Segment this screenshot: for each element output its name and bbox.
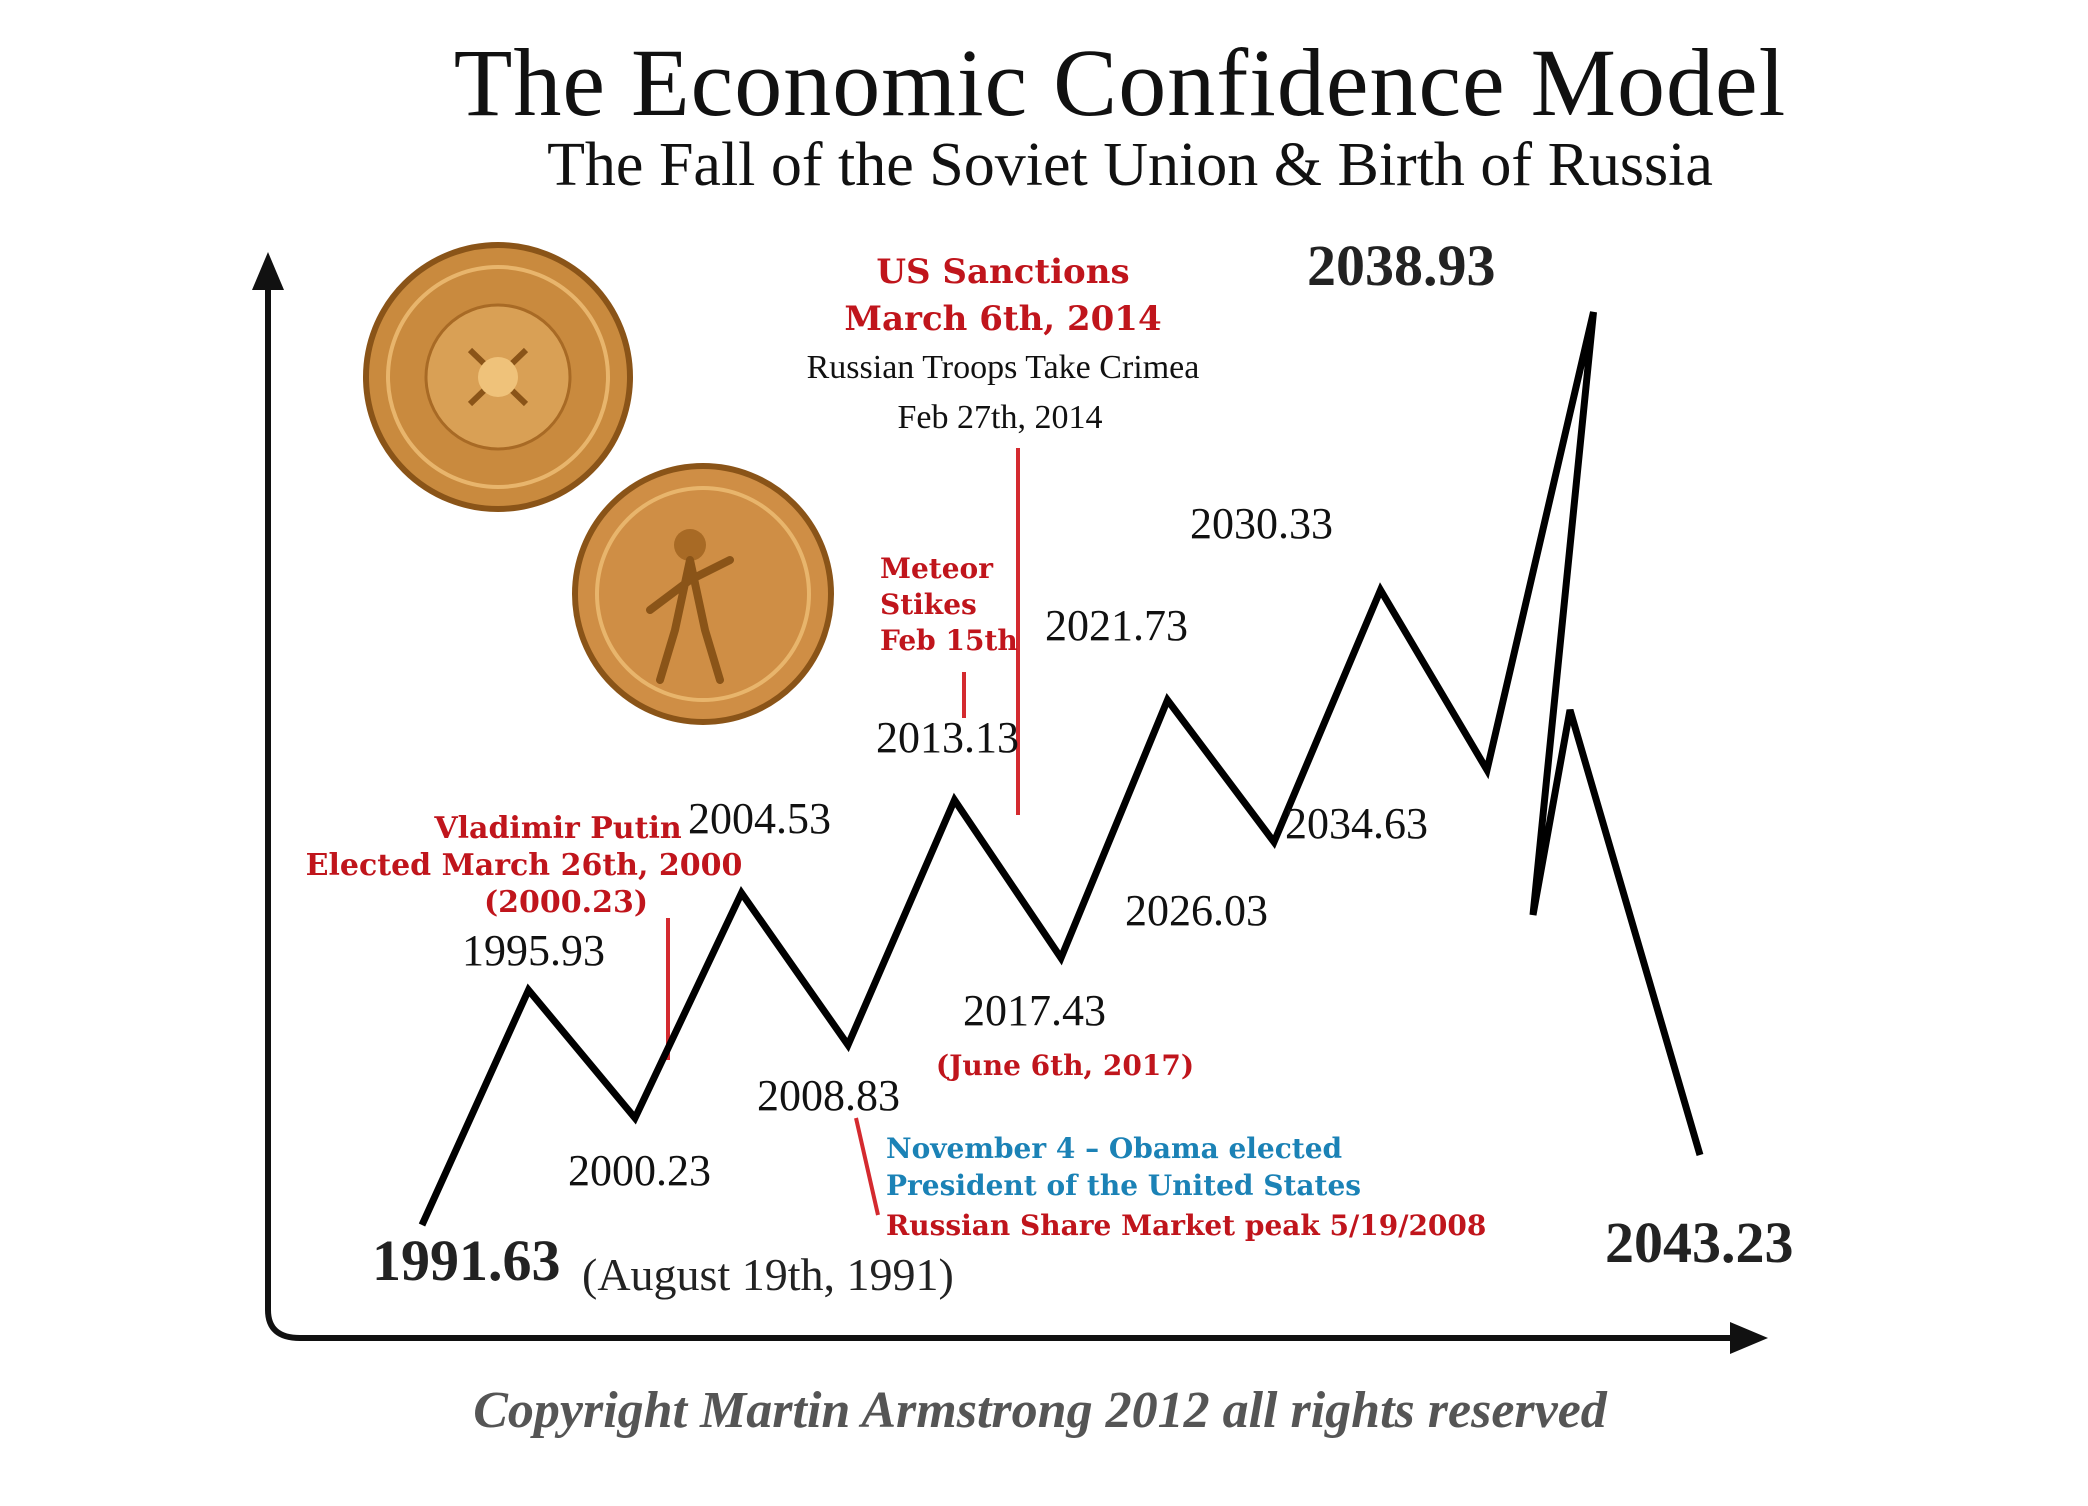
annotation-meteor-line-2: Stikes [880,588,977,621]
annotation-putin-line-2: Elected March 26th, 2000 [306,848,743,883]
annotation-meteor-line-3: Feb 15th [880,624,1018,657]
point-label-2038-93: 2038.93 [1307,233,1496,298]
chart-subtitle: The Fall of the Soviet Union & Birth of … [547,131,1713,199]
point-labels: 1991.63 1995.93 2000.23 2004.53 2008.83 2013.… [372,233,1794,1293]
annotation-putin: Vladimir Putin Elected March 26th, 2000 … [306,811,743,920]
gold-coin-sower-icon [572,463,834,725]
annotation-obama: November 4 – Obama elected President of … [886,1132,1361,1202]
chart-title: The Economic Confidence Model [454,29,1787,136]
point-label-2017-43: 2017.43 [963,986,1106,1035]
point-label-1991-63: 1991.63 [372,1228,561,1293]
ecm-wave-line [418,311,1704,1227]
point-label-2030-33: 2030.33 [1190,499,1333,548]
copyright-notice: Copyright Martin Armstrong 2012 all righ… [473,1382,1608,1439]
annotation-share-market: Russian Share Market peak 5/19/2008 [886,1209,1486,1242]
point-label-2021-73: 2021.73 [1045,601,1188,650]
annotation-putin-line-1: Vladimir Putin [433,811,681,846]
annotation-obama-line-1: November 4 – Obama elected [886,1132,1342,1165]
point-label-2034-63: 2034.63 [1285,799,1428,848]
annotation-june-2017-line-1: (June 6th, 2017) [936,1049,1194,1082]
event-markers [666,448,1020,1216]
point-label-2026-03: 2026.03 [1125,886,1268,935]
point-label-1995-93: 1995.93 [462,926,605,975]
point-label-2013-13: 2013.13 [876,713,1019,762]
annotation-obama-line-2: President of the United States [886,1169,1361,1202]
annotation-meteor-line-1: Meteor [880,552,994,585]
point-label-2000-23: 2000.23 [568,1146,711,1195]
y-axis-arrow [252,252,284,290]
gold-coin-emblem-icon [363,242,633,512]
annotation-crimea-line-2: Feb 27th, 2014 [898,399,1103,436]
annotation-sanctions: US Sanctions March 6th, 2014 [844,252,1161,339]
axes [252,252,1768,1354]
start-note: (August 19th, 1991) [582,1249,954,1300]
annotation-sanctions-line-2: March 6th, 2014 [844,299,1161,339]
share-market-marker-line [854,1117,880,1216]
annotation-crimea: Russian Troops Take Crimea Feb 27th, 201… [807,349,1200,436]
x-axis [265,1309,1740,1341]
annotation-june-2017: (June 6th, 2017) [936,1049,1194,1082]
annotation-share-market-line-1: Russian Share Market peak 5/19/2008 [886,1209,1486,1242]
annotation-crimea-line-1: Russian Troops Take Crimea [807,349,1200,386]
point-label-2004-53: 2004.53 [688,794,831,843]
annotation-sanctions-line-1: US Sanctions [876,252,1129,292]
series-line-group [418,311,1704,1227]
x-axis-arrow [1730,1322,1768,1354]
annotation-putin-line-3: (2000.23) [484,885,648,920]
point-label-2043-23: 2043.23 [1605,1210,1794,1275]
point-label-2008-83: 2008.83 [757,1071,900,1120]
annotation-meteor: Meteor Stikes Feb 15th [880,552,1018,657]
